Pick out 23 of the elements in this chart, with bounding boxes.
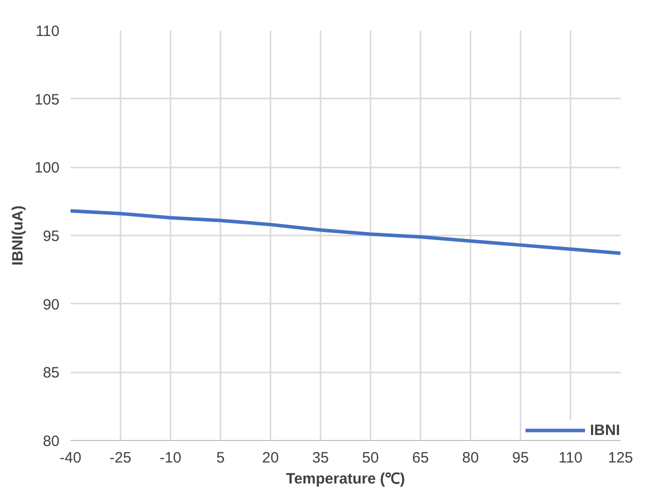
x-tick-label: 20 (262, 450, 279, 466)
x-tick-label: 95 (512, 450, 529, 466)
y-tick-label: 90 (42, 296, 60, 314)
x-axis-title: Temperature (℃) (286, 470, 405, 488)
y-tick-label: 80 (42, 433, 60, 450)
x-tick-label: 50 (362, 450, 379, 466)
x-tick-label: -25 (110, 450, 132, 466)
x-tick-label: -40 (60, 450, 82, 466)
y-tick-label: 105 (34, 91, 60, 108)
y-tick-label: 110 (36, 23, 60, 40)
line-series (70, 209, 620, 256)
y-tick-label: 95 (42, 228, 60, 245)
y-tick-label: 85 (42, 364, 60, 382)
x-tick-label: 65 (412, 450, 429, 466)
x-tick-label: 35 (312, 450, 329, 466)
x-tick-label: 125 (608, 450, 634, 466)
x-tick-label: 80 (462, 450, 479, 466)
x-tick-label: 5 (216, 450, 225, 466)
legend-label: IBNI (590, 422, 620, 438)
x-tick-label: -10 (160, 450, 182, 466)
y-tick-label: 100 (34, 160, 60, 177)
x-tick-label: 110 (558, 450, 582, 466)
y-axis-title: IBNI(uA) (9, 205, 26, 266)
